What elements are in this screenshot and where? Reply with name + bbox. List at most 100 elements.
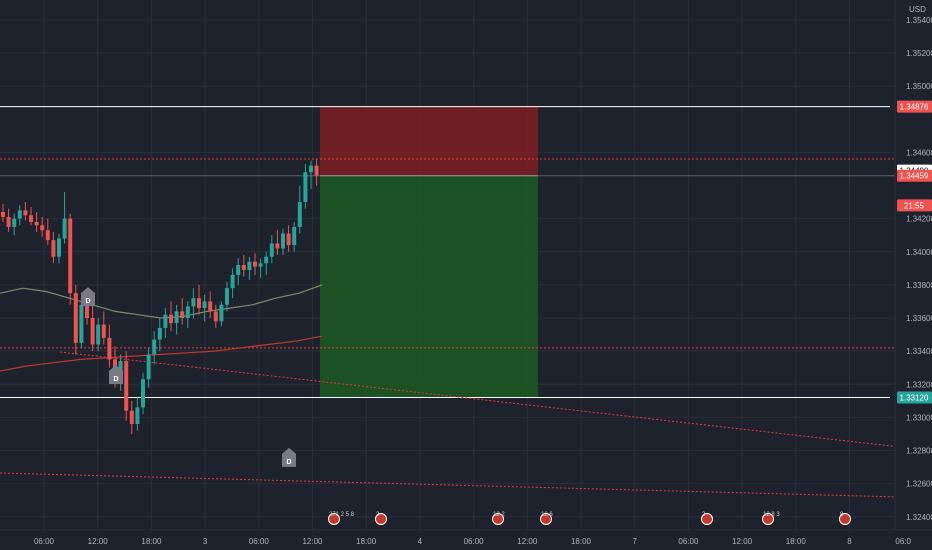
candle-body [29, 215, 33, 222]
flag-icon [701, 513, 713, 525]
price-tag-label: 1.34459 [900, 172, 929, 181]
candle-body [163, 314, 168, 328]
candle-body [264, 256, 269, 264]
dividend-marker-shape [282, 447, 296, 467]
candle-body [146, 354, 151, 380]
price-tag: 1.34459 [897, 169, 932, 182]
candle-body [303, 172, 308, 203]
time-tick-label: 12:00 [88, 537, 109, 546]
time-tick-label: 8 [847, 537, 852, 546]
price-axis[interactable] [895, 0, 932, 530]
event-count: 8 [840, 512, 844, 518]
time-tick-label: 06:00 [249, 537, 270, 546]
candle-body [241, 265, 246, 270]
dividend-marker[interactable]: D [81, 287, 95, 307]
candle-body [225, 288, 229, 305]
candle-body [85, 304, 89, 318]
moving-averages [0, 284, 323, 372]
fast-moving-average-line [0, 284, 323, 319]
time-tick-label: 18:00 [786, 537, 807, 546]
candle-body [208, 301, 213, 312]
event-count: 2 [702, 512, 706, 518]
flag-icon [375, 513, 387, 525]
position-tool[interactable] [320, 106, 538, 398]
candle-body [152, 339, 157, 355]
price-tick-label: 1.33000 [906, 413, 932, 422]
time-tick-label: 12:00 [732, 537, 753, 546]
candle-body [169, 314, 173, 323]
candle-body [79, 304, 84, 343]
time-tick-label: 06:00 [34, 537, 55, 546]
time-tick-label: 12:00 [517, 537, 538, 546]
dividend-marker[interactable]: D [109, 365, 123, 384]
economic-event-marker[interactable]: 271 2 5 8 [328, 512, 355, 525]
dividend-markers[interactable]: D D D [81, 287, 296, 467]
candle-body [219, 304, 224, 322]
time-tick-label: 3 [203, 537, 208, 546]
event-count: 12 8 3 [763, 512, 780, 518]
price-tag: 1.34876 [897, 100, 932, 113]
economic-event-marker[interactable]: 12 2 [492, 512, 506, 525]
dividend-marker-label: D [286, 459, 291, 466]
currency-label: USD [909, 5, 926, 14]
price-tick-label: 1.34000 [906, 248, 932, 257]
event-count: 271 2 5 8 [329, 512, 355, 518]
dividend-marker[interactable]: D [282, 447, 296, 467]
flag-icon [762, 513, 774, 525]
candle-body [213, 311, 218, 322]
dividend-marker-label: D [85, 298, 90, 305]
candle-body [314, 165, 319, 176]
time-tick-label: 18:00 [141, 537, 162, 546]
candle-body [6, 216, 11, 227]
economic-event-marker[interactable]: 12 8 3 [762, 512, 781, 525]
time-tick-label: 4 [418, 537, 423, 546]
candle-body [253, 261, 257, 267]
candle-body [297, 202, 302, 227]
candle-body [101, 324, 106, 338]
candle-body [96, 324, 101, 345]
candle-body [191, 298, 196, 307]
price-tag-label: 1.33120 [900, 394, 929, 403]
price-tick-label: 1.33200 [906, 380, 932, 389]
economic-event-marker[interactable]: 2 [375, 512, 387, 525]
price-tag-label: 21:55 [904, 201, 925, 210]
candle-body [286, 233, 291, 246]
candle-body [34, 221, 39, 226]
slow-moving-average-line [0, 335, 323, 372]
candle-body [45, 230, 50, 241]
candle-body [17, 210, 22, 219]
candlestick-series [1, 159, 319, 434]
candle-body [129, 410, 134, 424]
candle-body [124, 361, 129, 411]
event-markers[interactable]: 271 2 5 8 2 12 2 12 6 2 12 8 3 8 [328, 512, 851, 525]
candle-body [23, 210, 28, 216]
dividend-marker-shape [81, 287, 95, 307]
time-tick-label: 18:00 [571, 537, 592, 546]
dividend-marker-shape [109, 365, 123, 384]
candle-body [258, 263, 263, 267]
candle-body [107, 337, 112, 360]
drawn-levels[interactable] [0, 106, 901, 498]
candle-body [281, 233, 285, 249]
candle-body [236, 265, 241, 275]
price-axis-ticks: 1.35400 1.35200 1.35000 1.34600 1.34200 1.340… [906, 16, 932, 522]
economic-event-marker[interactable]: 8 [839, 512, 851, 525]
price-tick-label: 1.34200 [906, 215, 932, 224]
time-tick-label: 06:00 [464, 537, 485, 546]
economic-event-marker[interactable]: 12 6 [540, 512, 554, 525]
price-tick-label: 1.32800 [906, 447, 932, 456]
price-tag-label: 1.34876 [900, 103, 929, 112]
candle-body [275, 243, 280, 249]
candle-body [292, 226, 297, 246]
flag-icon [839, 513, 851, 525]
event-count: 12 2 [493, 512, 505, 518]
price-tag: 1.33120 [897, 391, 932, 404]
candle-body [157, 327, 162, 340]
flag-icon [492, 513, 504, 525]
economic-event-marker[interactable]: 2 [701, 512, 713, 525]
price-tick-label: 1.35200 [906, 49, 932, 58]
time-axis[interactable] [0, 530, 932, 550]
flag-icon [540, 513, 552, 525]
